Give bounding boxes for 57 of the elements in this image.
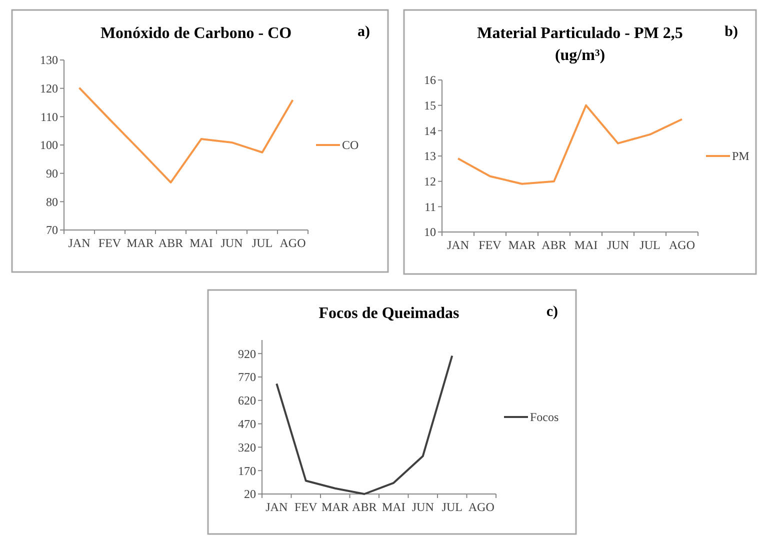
y-tick-label: 20 xyxy=(244,487,256,502)
line-series xyxy=(78,86,294,184)
legend-label: PM xyxy=(732,149,750,164)
y-tick-label: 16 xyxy=(424,73,436,88)
y-tick-label: 15 xyxy=(424,98,436,113)
x-tick-label: JAN xyxy=(68,236,91,250)
text: a) xyxy=(358,24,370,40)
x-tick-label: MAI xyxy=(574,238,598,252)
y-tick-label: 90 xyxy=(46,166,58,181)
line-series xyxy=(457,104,683,185)
text: b) xyxy=(724,24,738,40)
x-tick-label: AGO xyxy=(280,236,306,250)
x-tick-label: MAR xyxy=(321,500,349,514)
y-tick-label: 14 xyxy=(424,124,436,138)
y-tick-label: 110 xyxy=(40,110,58,124)
x-tick-label: ABR xyxy=(542,238,566,252)
x-tick-label: FEV xyxy=(478,238,502,252)
y-tick-label: 170 xyxy=(238,464,256,478)
legend-label: Focos xyxy=(530,410,559,424)
x-tick-label: ABR xyxy=(158,236,184,250)
y-tick-label: 470 xyxy=(238,416,256,431)
y-tick-label: 770 xyxy=(238,370,256,384)
x-tick-label: MAI xyxy=(190,236,213,250)
x-tick-label: JAN xyxy=(266,500,288,514)
y-tick-label: 120 xyxy=(40,82,58,96)
chart-title: Monóxido de Carbono - CO xyxy=(100,25,292,42)
x-tick-label: AGO xyxy=(468,500,495,514)
x-tick-label: FEV xyxy=(294,500,318,514)
chart-title: Focos de Queimadas xyxy=(318,305,460,322)
chart-title: Material Particulado - PM 2,5 (ug/m³) xyxy=(477,25,683,64)
y-tick-label: 12 xyxy=(424,174,436,189)
x-tick-label: JUN xyxy=(412,500,434,514)
x-tick-label: JAN xyxy=(446,238,470,252)
y-tick-label: 70 xyxy=(46,223,58,238)
x-tick-label: JUN xyxy=(220,236,244,250)
text: c) xyxy=(546,304,558,320)
y-tick-label: 10 xyxy=(424,225,436,240)
y-tick-label: 13 xyxy=(424,149,436,164)
x-tick-label: MAI xyxy=(382,500,406,514)
x-tick-label: ABR xyxy=(352,500,377,514)
y-tick-label: 130 xyxy=(40,53,58,68)
x-tick-label: MAR xyxy=(508,238,536,252)
x-tick-label: JUL xyxy=(640,238,660,252)
x-tick-label: JUL xyxy=(442,500,462,514)
y-tick-label: 620 xyxy=(238,394,256,408)
x-tick-label: JUN xyxy=(606,238,630,252)
x-tick-label: FEV xyxy=(98,236,122,250)
y-tick-label: 80 xyxy=(46,194,58,209)
line-series xyxy=(276,354,454,495)
y-tick-label: 320 xyxy=(238,440,256,454)
x-tick-label: MAR xyxy=(126,236,154,250)
y-tick-label: 100 xyxy=(40,138,58,152)
y-tick-label: 11 xyxy=(424,200,436,214)
x-tick-label: AGO xyxy=(669,238,696,252)
legend-label: CO xyxy=(342,138,360,152)
y-tick-label: 920 xyxy=(238,346,256,361)
x-tick-label: JUL xyxy=(252,236,273,250)
